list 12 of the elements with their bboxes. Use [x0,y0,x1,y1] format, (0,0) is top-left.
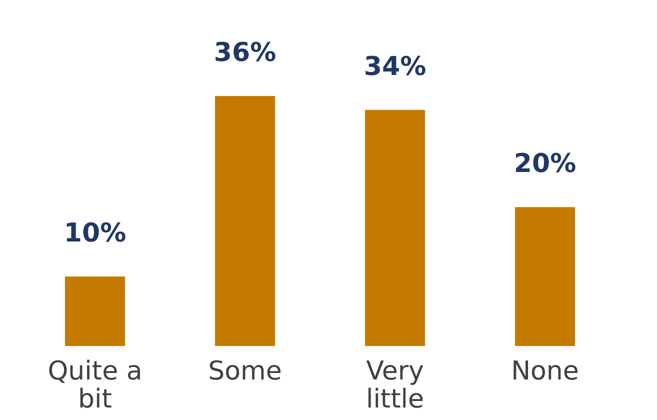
bar [65,276,125,346]
x-tick-label: Quite a bit [48,356,142,414]
data-label: 34% [364,52,426,82]
x-tick-label: Very little [366,356,424,414]
x-tick-label: None [511,356,579,386]
bar [215,96,275,346]
data-label: 20% [514,149,576,180]
bar [365,110,425,346]
x-tick-label: Some [208,356,282,386]
data-label: 10% [64,218,126,249]
bar [515,207,575,346]
data-label: 36% [214,38,276,68]
